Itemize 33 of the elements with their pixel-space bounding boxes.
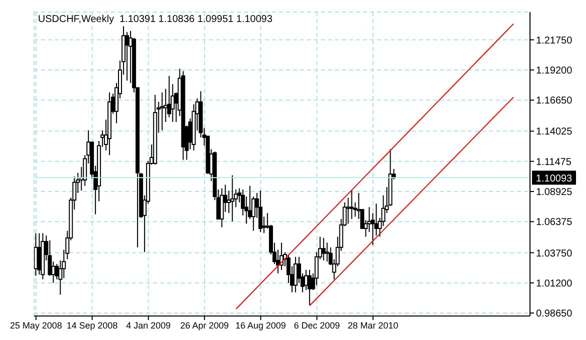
x-tick-label: 25 May 2008 bbox=[10, 320, 62, 330]
x-tick-label: 6 Dec 2009 bbox=[294, 320, 340, 330]
candlestick bbox=[125, 32, 130, 82]
y-tick-label: 1.08925 bbox=[536, 187, 573, 198]
candlestick bbox=[350, 190, 354, 220]
candlestick bbox=[346, 197, 350, 224]
y-tick-label: 0.98650 bbox=[536, 308, 573, 320]
candlestick bbox=[160, 92, 164, 131]
y-tick-label: 1.19200 bbox=[536, 66, 573, 77]
ref-line-label: 1.10093 bbox=[536, 174, 573, 185]
y-tick-label: 1.11475 bbox=[536, 156, 572, 168]
y-tick-label: 1.21750 bbox=[536, 35, 573, 46]
candlestick bbox=[258, 190, 262, 233]
candlestick bbox=[220, 188, 224, 228]
candlestick bbox=[248, 185, 252, 220]
candlestick bbox=[167, 75, 172, 118]
x-tick-label: 16 Aug 2009 bbox=[235, 320, 286, 330]
y-tick-label: 1.14025 bbox=[536, 126, 573, 138]
candlestick bbox=[230, 174, 234, 222]
y-tick-label: 1.16650 bbox=[536, 96, 573, 107]
y-tick-label: 1.03750 bbox=[536, 248, 573, 260]
x-tick-label: 28 Mar 2010 bbox=[348, 320, 398, 330]
candlestick bbox=[325, 242, 330, 262]
x-tick-label: 26 Apr 2009 bbox=[180, 320, 229, 330]
candlestick bbox=[294, 256, 298, 293]
x-tick-label: 14 Sep 2008 bbox=[66, 320, 118, 330]
candlestick bbox=[34, 232, 38, 276]
y-tick-label: 1.01200 bbox=[536, 278, 573, 290]
chart-title: USDCHF,Weekly 1.10391 1.10836 1.09951 1.10093 bbox=[38, 14, 272, 25]
candlestick bbox=[322, 237, 326, 261]
y-tick-label: 1.06375 bbox=[536, 217, 573, 228]
x-tick-label: 4 Jan 2009 bbox=[126, 320, 171, 330]
candlestick bbox=[308, 269, 312, 306]
